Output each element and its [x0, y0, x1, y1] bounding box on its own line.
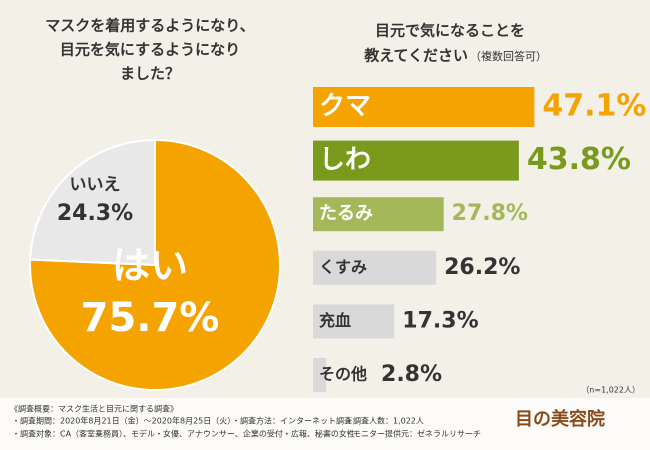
bar-label: クマ: [319, 92, 371, 122]
pie-slice: [29, 138, 156, 267]
footer-line: ・調査人数：1,022人: [345, 416, 424, 426]
bar: [313, 358, 327, 392]
footer-heading: 《調査概要：マスク生活と目元に関する調査》: [10, 404, 178, 414]
value-label: 17.3%: [402, 308, 478, 333]
slice-label: はい: [112, 244, 188, 288]
value-label: 47.1%: [542, 89, 646, 124]
chart-title: 教えてください: [363, 47, 468, 65]
bar-label: 充血: [319, 311, 351, 330]
footer-line: ・調査対象：CA（客室乗務員）、モデル・女優、アナウンサー、企業の受付・広報、秘…: [12, 429, 355, 439]
bar: [313, 197, 444, 232]
chart-title: 目元を気にするようになり: [60, 41, 240, 59]
value-label: 2.8%: [381, 362, 442, 387]
chart-title: マスクを着用するようになり、: [45, 17, 254, 35]
slice-value: 24.3%: [57, 201, 133, 226]
slice-label: いいえ: [70, 175, 121, 195]
bar: [313, 87, 535, 127]
bar-label: くすみ: [319, 257, 367, 276]
value-label: 26.2%: [444, 255, 520, 280]
chart-title: 目元で気になることを: [375, 22, 525, 40]
bar-label: しわ: [319, 145, 371, 175]
bar: [313, 140, 519, 181]
bar: [313, 250, 437, 285]
footer-line: ・モニター提供元：ゼネラルリサーチ: [345, 429, 481, 439]
value-label: 27.8%: [452, 201, 528, 226]
chart-subtitle: （複数回答可）: [470, 49, 547, 63]
slice-value: 75.7%: [81, 295, 220, 341]
bar-label: その他: [319, 365, 367, 384]
footer-line: ・調査期間：2020年8月21日（金）～2020年8月25日（火）: [12, 416, 235, 426]
footer-panel: [0, 398, 650, 450]
value-label: 43.8%: [527, 142, 631, 177]
bar-label: たるみ: [319, 203, 373, 224]
chart-title: ました？: [120, 65, 180, 83]
logo: 目の美容院: [515, 408, 605, 430]
bar: [313, 304, 395, 339]
sample-note: （n=1,022人）: [581, 386, 640, 395]
footer-line: ・調査方法：インターネット調査: [232, 416, 352, 426]
